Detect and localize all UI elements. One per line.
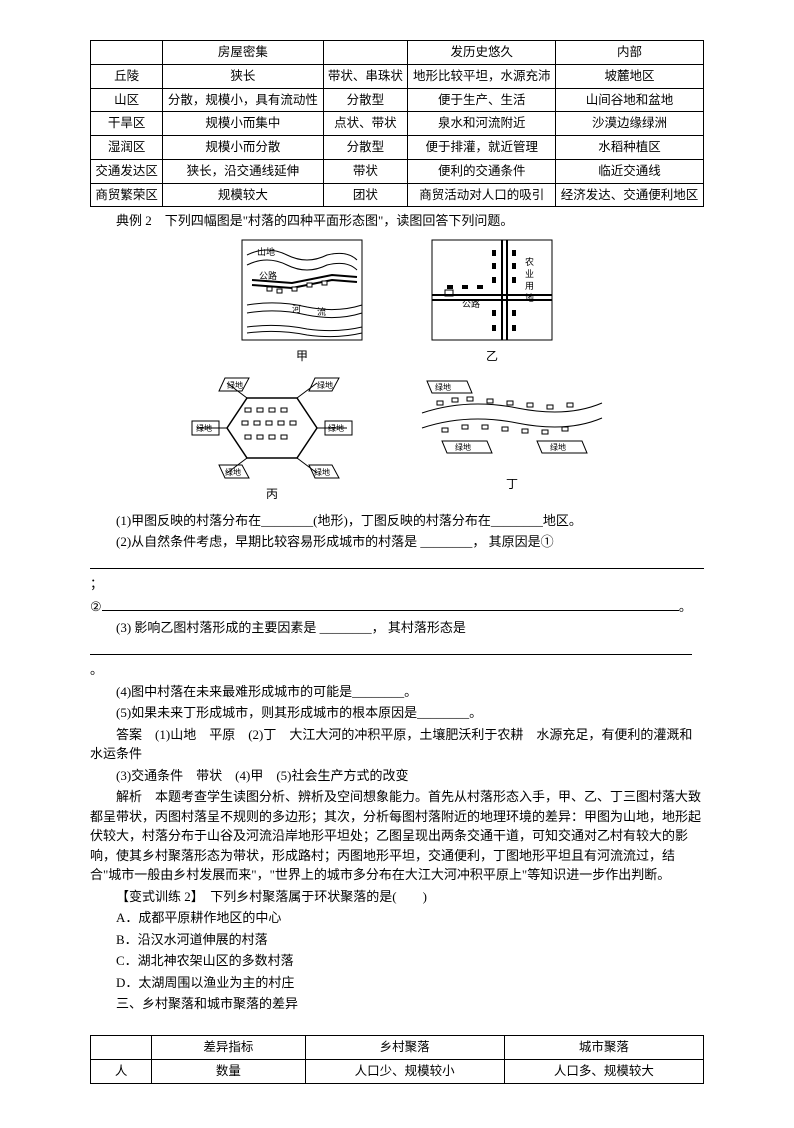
q3b: 。 bbox=[90, 662, 103, 677]
svg-text:河: 河 bbox=[292, 303, 301, 314]
option-c: C．湖北神农架山区的多数村落 bbox=[90, 951, 704, 971]
option-a: A．成都平原耕作地区的中心 bbox=[90, 908, 704, 928]
question-4: (4)图中村落在未来最难形成城市的可能是________。 bbox=[90, 682, 704, 702]
svg-text:业: 业 bbox=[525, 269, 534, 279]
answer-2: (3)交通条件 带状 (4)甲 (5)社会生产方式的改变 bbox=[90, 766, 704, 786]
svg-text:绿地: 绿地 bbox=[328, 423, 344, 433]
svg-text:用: 用 bbox=[525, 281, 534, 291]
analysis-text: 本题考查学生读图分析、辨析及空间想象能力。首先从村落形态入手，甲、乙、丁三图村落… bbox=[90, 789, 701, 882]
table-row: 湿润区 规模小而分散 分散型 便于排灌，就近管理 水稻种植区 bbox=[91, 136, 704, 160]
svg-text:绿地: 绿地 bbox=[314, 467, 330, 477]
table-header: 房屋密集 bbox=[163, 41, 323, 65]
table-row: 交通发达区 狭长，沿交通线延伸 带状 便利的交通条件 临近交通线 bbox=[91, 159, 704, 183]
answer-label: 答案 bbox=[116, 727, 142, 742]
table-header: 内部 bbox=[556, 41, 704, 65]
svg-text:山地: 山地 bbox=[257, 246, 275, 257]
settlement-type-table: 房屋密集 发历史悠久 内部 丘陵 狭长 带状、串珠状 地形比较平坦，水源充沛 坡… bbox=[90, 40, 704, 207]
question-2a: (2)从自然条件考虑，早期比较容易形成城市的村落是 ________， 其原因是… bbox=[116, 534, 554, 549]
analysis-label: 解析 bbox=[116, 789, 142, 804]
option-d: D．太湖周围以渔业为主的村庄 bbox=[90, 973, 704, 993]
answer-1: (1)山地 平原 (2)丁 大江大河的冲积平原，土壤肥沃利于农耕 水源充足，有便… bbox=[90, 727, 692, 762]
table-row: 丘陵 狭长 带状、串珠状 地形比较平坦，水源充沛 坡麓地区 bbox=[91, 64, 704, 88]
svg-text:绿地: 绿地 bbox=[550, 442, 566, 452]
svg-text:绿地: 绿地 bbox=[227, 380, 243, 390]
diagram-jia: 山地 公路 河 流 甲 bbox=[237, 235, 367, 365]
q2c: ② bbox=[90, 599, 102, 614]
example2-title: 典例 2 下列四幅图是"村落的四种平面形态图"，读图回答下列问题。 bbox=[90, 211, 704, 231]
svg-text:地: 地 bbox=[525, 292, 534, 303]
diagram-bing-label: 丙 bbox=[187, 485, 357, 503]
difference-table: 差异指标 乡村聚落 城市聚落 人 数量 人口少、规模较小 人口多、规模较大 bbox=[90, 1035, 704, 1084]
svg-text:绿地: 绿地 bbox=[196, 423, 212, 433]
question-1: (1)甲图反映的村落分布在________(地形)，丁图反映的村落分布在____… bbox=[90, 511, 704, 531]
table-header bbox=[91, 41, 163, 65]
svg-text:绿地: 绿地 bbox=[225, 467, 241, 477]
svg-text:流: 流 bbox=[317, 306, 326, 317]
q2b: ； bbox=[90, 576, 103, 591]
table-row: 山区 分散，规模小，具有流动性 分散型 便于生产、生活 山间谷地和盆地 bbox=[91, 88, 704, 112]
diagram-ding-label: 丁 bbox=[417, 475, 607, 493]
table-row: 商贸繁荣区 规模较大 团状 商贸活动对人口的吸引 经济发达、交通便利地区 bbox=[91, 183, 704, 207]
diagram-jia-label: 甲 bbox=[237, 347, 367, 365]
table-header bbox=[323, 41, 408, 65]
table-row: 干旱区 规模小而集中 点状、带状 泉水和河流附近 沙漠边缘绿洲 bbox=[91, 112, 704, 136]
blank-line bbox=[90, 640, 692, 655]
svg-text:公路: 公路 bbox=[462, 298, 480, 309]
svg-text:农: 农 bbox=[525, 256, 534, 267]
blank-line bbox=[90, 554, 704, 569]
question-5: (5)如果未来丁形成城市，则其形成城市的根本原因是________。 bbox=[90, 703, 704, 723]
variant-title: 【变式训练 2】 下列乡村聚落属于环状聚落的是( ) bbox=[90, 887, 704, 907]
diagram-row-1: 山地 公路 河 流 甲 bbox=[90, 235, 704, 365]
diagram-row-2: 绿地 绿地 绿地 绿地 绿地 绿地 丙 bbox=[90, 373, 704, 503]
diagram-yi-label: 乙 bbox=[427, 347, 557, 365]
q2d: 。 bbox=[679, 599, 692, 614]
question-3: (3) 影响乙图村落形成的主要因素是 ________， 其村落形态是 bbox=[116, 620, 466, 635]
diagram-bing: 绿地 绿地 绿地 绿地 绿地 绿地 丙 bbox=[187, 373, 357, 503]
table-header: 差异指标 bbox=[152, 1036, 305, 1060]
svg-text:绿地: 绿地 bbox=[435, 382, 451, 392]
table-header: 乡村聚落 bbox=[305, 1036, 504, 1060]
table-header: 发历史悠久 bbox=[408, 41, 556, 65]
svg-text:绿地: 绿地 bbox=[455, 442, 471, 452]
svg-text:绿地: 绿地 bbox=[317, 380, 333, 390]
option-b: B．沿汉水河道伸展的村落 bbox=[90, 930, 704, 950]
table-row: 人 数量 人口少、规模较小 人口多、规模较大 bbox=[91, 1060, 704, 1084]
diagram-yi: 公路 农 业 用 地 乙 bbox=[427, 235, 557, 365]
blank-line bbox=[102, 596, 679, 611]
svg-text:公路: 公路 bbox=[259, 270, 277, 281]
diagram-ding: 绿地 绿地 绿地 丁 bbox=[417, 373, 607, 503]
table-header bbox=[91, 1036, 152, 1060]
table-header: 城市聚落 bbox=[504, 1036, 703, 1060]
section-3-title: 三、乡村聚落和城市聚落的差异 bbox=[90, 994, 704, 1014]
